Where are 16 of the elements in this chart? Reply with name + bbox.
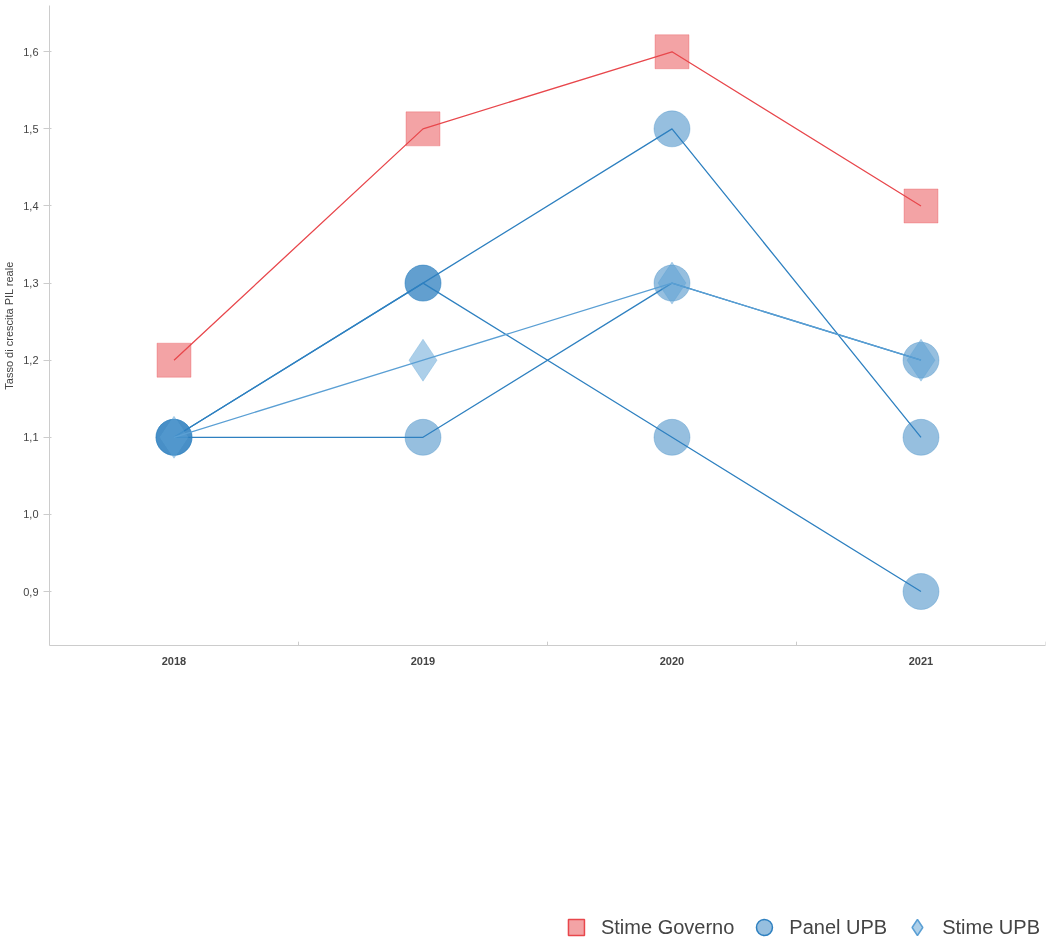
x-tick-label: 2021: [908, 654, 934, 667]
legend-label: Stime UPB: [942, 914, 1040, 940]
y-tick-label: 1,1: [23, 431, 39, 444]
x-tick-label: 2020: [659, 654, 685, 667]
y-tick-label: 1,6: [23, 45, 39, 58]
y-tick-label: 1,4: [23, 199, 39, 212]
x-tick-label: 2019: [410, 654, 436, 667]
y-tick-label: 1,5: [23, 122, 39, 135]
y-tick-label: 1,2: [23, 354, 39, 367]
y-tick-label: 0,9: [23, 585, 39, 598]
legend-label: Panel UPB: [789, 914, 888, 940]
legend-label: Stime Governo: [600, 914, 735, 940]
y-axis-title: Tasso di crescita PIL reale: [3, 261, 16, 390]
x-tick-label: 2018: [161, 654, 187, 667]
y-tick-label: 1,0: [23, 508, 39, 521]
y-tick-label: 1,3: [23, 277, 39, 290]
